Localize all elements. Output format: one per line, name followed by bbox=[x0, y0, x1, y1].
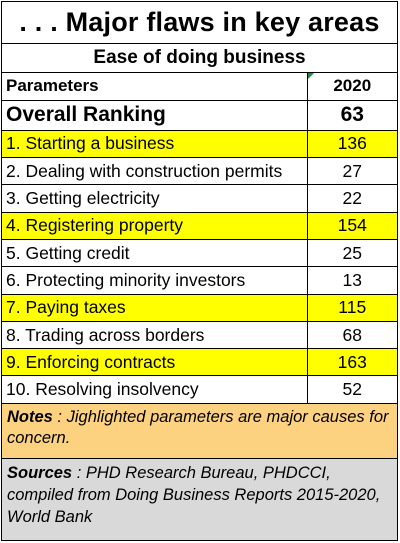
parameter-rank: 136 bbox=[306, 130, 397, 159]
header-year: 2020 bbox=[306, 73, 397, 101]
overall-ranking-label: Overall Ranking bbox=[2, 100, 307, 131]
header-parameters: Parameters bbox=[2, 73, 307, 101]
table-row: 8. Trading across borders 68 bbox=[2, 321, 397, 350]
parameter-label: 10. Resolving insolvency bbox=[2, 375, 307, 404]
rankings-table: Parameters 2020 Overall Ranking 63 1. St… bbox=[2, 73, 397, 404]
cell-comment-marker-icon bbox=[308, 73, 314, 79]
notes-text: : Jighlighted parameters are major cause… bbox=[7, 407, 389, 447]
parameter-label: 1. Starting a business bbox=[2, 130, 307, 159]
table-subtitle: Ease of doing business bbox=[2, 44, 397, 73]
table-row: 5. Getting credit 25 bbox=[2, 239, 397, 268]
parameter-rank: 13 bbox=[306, 266, 397, 295]
parameter-rank: 154 bbox=[306, 212, 397, 240]
parameter-label: 9. Enforcing contracts bbox=[2, 348, 307, 377]
parameter-label: 7. Paying taxes bbox=[2, 294, 307, 322]
page-title: . . . Major flaws in key areas bbox=[2, 2, 397, 44]
parameter-rank: 25 bbox=[306, 239, 397, 268]
table-row: 6. Protecting minority investors 13 bbox=[2, 266, 397, 295]
table-row: 4. Registering property 154 bbox=[2, 212, 397, 240]
parameter-label: 5. Getting credit bbox=[2, 239, 307, 268]
header-year-label: 2020 bbox=[333, 76, 372, 96]
parameter-rank: 163 bbox=[306, 348, 397, 377]
notes-label: Notes bbox=[7, 407, 53, 426]
parameter-label: 6. Protecting minority investors bbox=[2, 266, 307, 295]
parameter-label: 8. Trading across borders bbox=[2, 321, 307, 350]
parameter-rank: 115 bbox=[306, 294, 397, 322]
parameter-rank: 68 bbox=[306, 321, 397, 350]
parameter-label: 2. Dealing with construction permits bbox=[2, 157, 307, 186]
table-row: 7. Paying taxes 115 bbox=[2, 294, 397, 322]
header-row: Parameters 2020 bbox=[2, 73, 397, 101]
sources-label: Sources bbox=[7, 463, 73, 482]
parameter-label: 4. Registering property bbox=[2, 212, 307, 240]
notes-box: Notes : Jighlighted parameters are major… bbox=[2, 403, 397, 459]
table-row: 3. Getting electricity 22 bbox=[2, 184, 397, 213]
overall-ranking-row: Overall Ranking 63 bbox=[2, 100, 397, 131]
sources-box: Sources : PHD Research Bureau, PHDCCI, c… bbox=[2, 458, 397, 540]
overall-ranking-value: 63 bbox=[306, 100, 397, 131]
parameter-rank: 27 bbox=[306, 157, 397, 186]
table-row: 10. Resolving insolvency 52 bbox=[2, 375, 397, 404]
table-row: 2. Dealing with construction permits 27 bbox=[2, 157, 397, 186]
table-row: 1. Starting a business 136 bbox=[2, 130, 397, 159]
sources-text: : PHD Research Bureau, PHDCCI, compiled … bbox=[7, 463, 381, 526]
parameter-label: 3. Getting electricity bbox=[2, 184, 307, 213]
parameter-rank: 52 bbox=[306, 375, 397, 404]
parameter-rank: 22 bbox=[306, 184, 397, 213]
table-row: 9. Enforcing contracts 163 bbox=[2, 348, 397, 377]
